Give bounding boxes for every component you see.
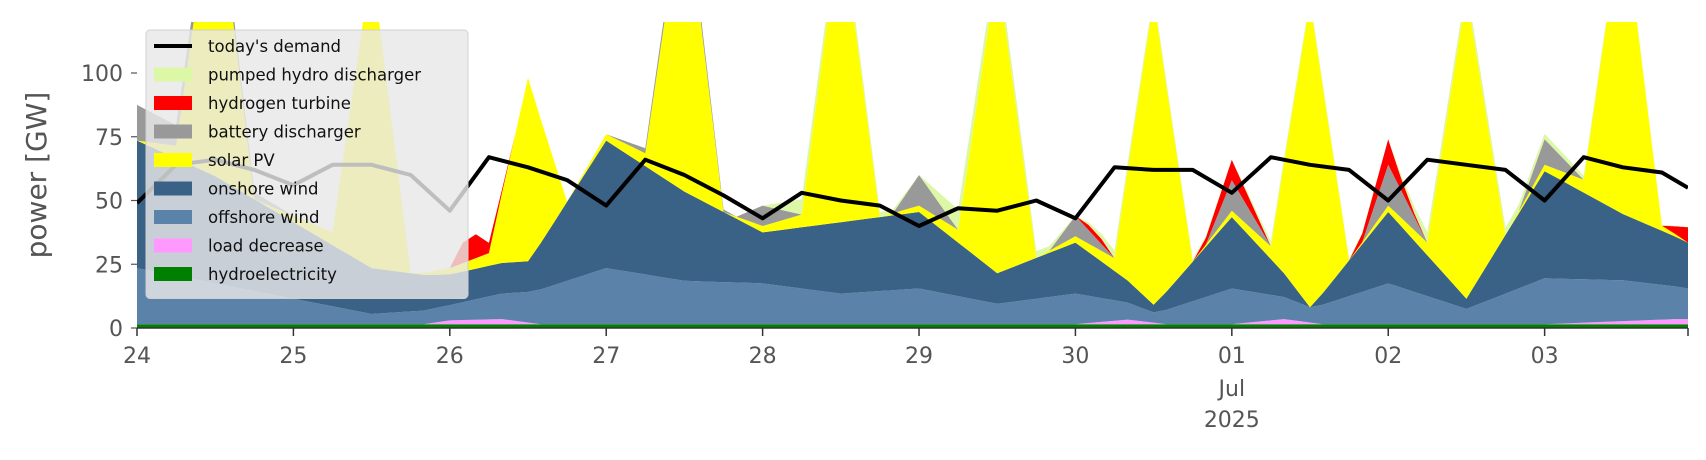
legend-label-load-decrease: load decrease: [208, 237, 324, 256]
legend-label-solar-pv: solar PV: [208, 151, 275, 170]
x-tick-label-24: 24: [123, 344, 151, 369]
y-tick-label-25: 25: [95, 253, 123, 278]
y-tick-label-50: 50: [95, 190, 123, 215]
legend-swatch-solar-pv: [154, 153, 192, 167]
legend-label-onshore-wind: onshore wind: [208, 180, 319, 199]
x-tick-sublabel-jul: Jul: [1217, 377, 1246, 402]
stacked-areas: [137, 22, 1688, 328]
x-tick-label-28: 28: [749, 344, 777, 369]
x-tick-sublabel-2025: 2025: [1204, 408, 1260, 433]
x-tick-label-26: 26: [436, 344, 464, 369]
axes: 0 25 50 75 100 power [GW] 24 25 26 27 28 29 30 01 Jul 2…: [20, 62, 1689, 433]
x-tick-label-27: 27: [592, 344, 620, 369]
legend-label-battery-discharger: battery discharger: [208, 123, 361, 142]
legend-label-pumped-hydro-discharger: pumped hydro discharger: [208, 66, 421, 85]
x-tick-label-25: 25: [279, 344, 307, 369]
legend-swatch-battery-discharger: [154, 124, 192, 139]
legend-label-today-s-demand: today's demand: [208, 37, 341, 56]
legend-swatch-onshore-wind: [154, 181, 192, 196]
y-tick-label-100: 100: [81, 62, 123, 87]
area-load-decrease: [137, 319, 1688, 325]
legend-swatch-hydrogen-turbine: [154, 96, 192, 110]
x-tick-label-02: 02: [1374, 344, 1402, 369]
x-tick-label-03: 03: [1531, 344, 1559, 369]
legend-box: [145, 29, 469, 299]
legend-label-offshore-wind: offshore wind: [208, 208, 319, 227]
area-solar-pv: [137, 22, 1688, 308]
x-tick-label-30: 30: [1061, 344, 1089, 369]
y-tick-label-0: 0: [109, 317, 123, 342]
legend-label-hydrogen-turbine: hydrogen turbine: [208, 94, 351, 113]
legend: today's demand pumped hydro discharger hyd…: [145, 29, 469, 299]
y-tick-label-75: 75: [95, 126, 123, 151]
legend-swatch-load-decrease: [154, 238, 192, 253]
legend-swatch-offshore-wind: [154, 210, 192, 224]
legend-label-hydroelectricity: hydroelectricity: [208, 265, 337, 284]
legend-swatch-hydroelectricity: [154, 267, 192, 281]
x-tick-label-01: 01: [1218, 344, 1246, 369]
legend-swatch-pumped-hydro-discharger: [154, 67, 192, 82]
x-tick-label-29: 29: [905, 344, 933, 369]
area-offshore-wind: [137, 268, 1688, 325]
area-hydroelectricity: [137, 324, 1688, 328]
y-axis-label: power [GW]: [20, 92, 53, 259]
area-onshore-wind: [137, 140, 1688, 314]
